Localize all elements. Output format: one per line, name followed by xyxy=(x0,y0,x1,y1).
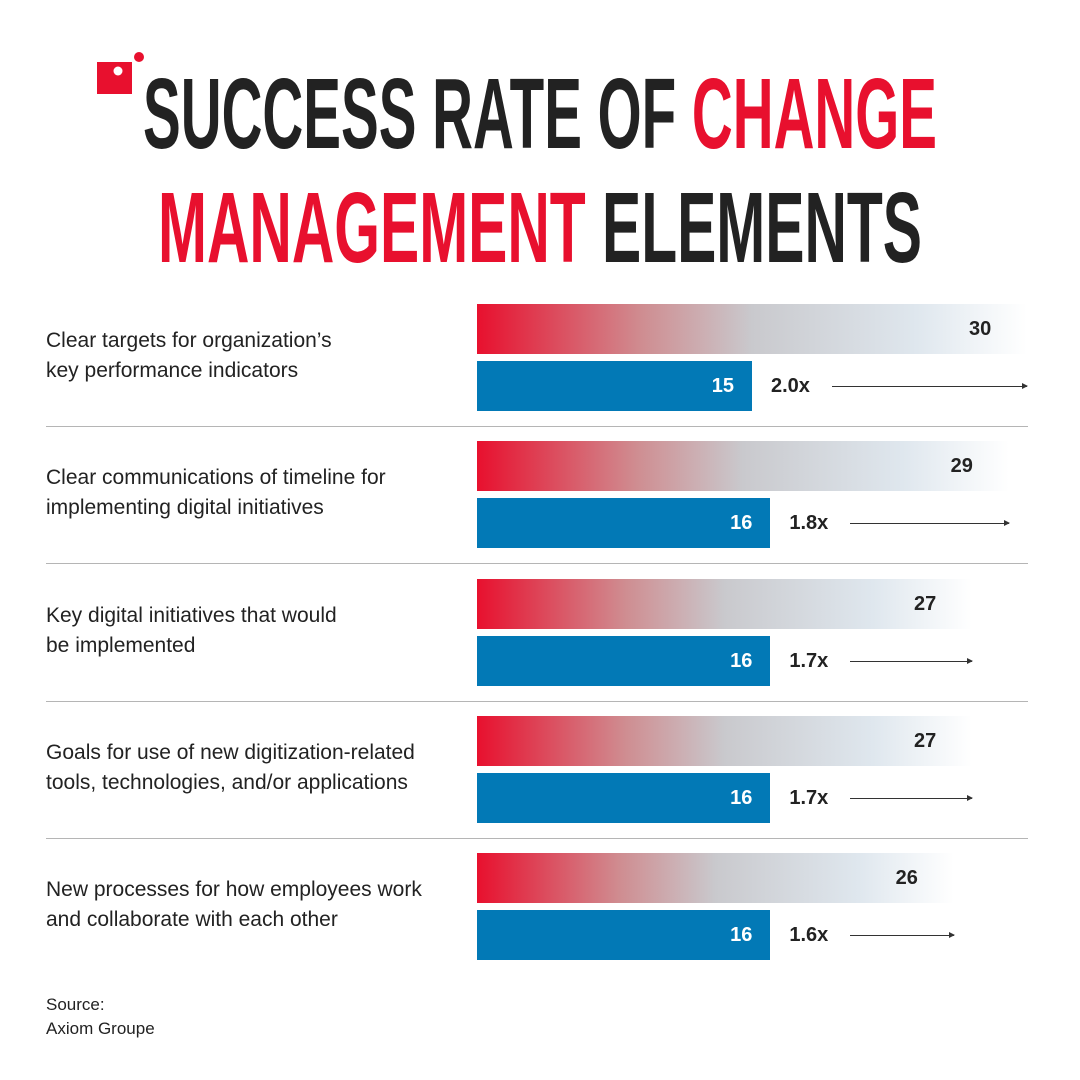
arrow-icon xyxy=(832,383,1028,389)
bar-blue-value: 15 xyxy=(711,375,734,397)
ratio-label: 1.6x xyxy=(789,924,829,946)
bar-blue xyxy=(477,773,771,823)
bar-red xyxy=(477,304,1027,354)
category-label-line: Clear communications of timeline for xyxy=(46,466,386,489)
bar-red-value: 27 xyxy=(914,593,937,615)
bar-blue-value: 16 xyxy=(730,924,753,946)
bar-red-value: 30 xyxy=(969,318,992,340)
logo xyxy=(97,52,144,94)
bar-blue-value: 16 xyxy=(730,787,753,809)
row-divider xyxy=(46,426,1028,427)
ratio-label: 1.8x xyxy=(789,512,829,534)
category-label-line: key performance indicators xyxy=(46,359,299,382)
category-label-line: tools, technologies, and/or applications xyxy=(46,771,408,794)
category-label: New processes for how employees work and … xyxy=(46,875,474,935)
bar-blue-value: 16 xyxy=(730,650,753,672)
category-label-line: Key digital initiatives that would xyxy=(46,604,337,627)
category-label-line: Goals for use of new digitization-relate… xyxy=(46,741,415,764)
title: SUCCESS RATE OF CHANGE MANAGEMENT ELEMEN… xyxy=(97,52,937,284)
category-label-line: implementing digital initiatives xyxy=(46,496,324,519)
category-label: Goals for use of new digitization-relate… xyxy=(46,738,474,798)
bar-blue xyxy=(477,636,771,686)
arrow-icon xyxy=(850,932,955,938)
logo-square xyxy=(97,62,132,94)
category-label-line: New processes for how employees work xyxy=(46,878,422,901)
row-divider xyxy=(46,838,1028,839)
title-line2-red: MANAGEMENT xyxy=(158,172,586,284)
source-name: Axiom Groupe xyxy=(46,1019,155,1038)
bar-blue xyxy=(477,910,771,960)
title-line1-dark: SUCCESS RATE OF xyxy=(143,58,692,170)
category-label-line: be implemented xyxy=(46,634,196,657)
row-divider xyxy=(46,563,1028,564)
category-label: Clear communications of timeline for impl… xyxy=(46,463,474,523)
logo-inner-dot xyxy=(113,66,123,76)
arrow-icon xyxy=(850,520,1010,526)
bar-red xyxy=(477,579,972,629)
title-line2-dark: ELEMENTS xyxy=(586,172,922,284)
source: Source: Axiom Groupe xyxy=(46,993,155,1041)
bar-blue xyxy=(477,361,752,411)
bar-red-value: 26 xyxy=(895,867,918,889)
ratio-label: 1.7x xyxy=(789,787,829,809)
bar-blue xyxy=(477,498,771,548)
row-divider xyxy=(46,701,1028,702)
ratio-label: 2.0x xyxy=(771,375,810,397)
category-label: Key digital initiatives that would be imp… xyxy=(46,601,474,661)
bar-red xyxy=(477,853,954,903)
category-label-line: and collaborate with each other xyxy=(46,908,338,931)
bar-red-value: 29 xyxy=(950,455,973,477)
title-line-1: SUCCESS RATE OF CHANGE xyxy=(143,58,937,170)
bar-red xyxy=(477,716,972,766)
source-label: Source: xyxy=(46,995,105,1014)
arrow-icon xyxy=(850,795,973,801)
ratio-label: 1.7x xyxy=(789,650,829,672)
category-label-line: Clear targets for organization’s xyxy=(46,329,332,352)
bar-blue-value: 16 xyxy=(730,512,753,534)
title-line-2: MANAGEMENT ELEMENTS xyxy=(158,172,922,284)
bar-red xyxy=(477,441,1009,491)
bar-red-value: 27 xyxy=(914,730,937,752)
title-line1-red: CHANGE xyxy=(692,58,937,170)
category-label: Clear targets for organization’s key perf… xyxy=(46,326,474,386)
arrow-icon xyxy=(850,658,973,664)
logo-outer-dot xyxy=(134,52,144,62)
